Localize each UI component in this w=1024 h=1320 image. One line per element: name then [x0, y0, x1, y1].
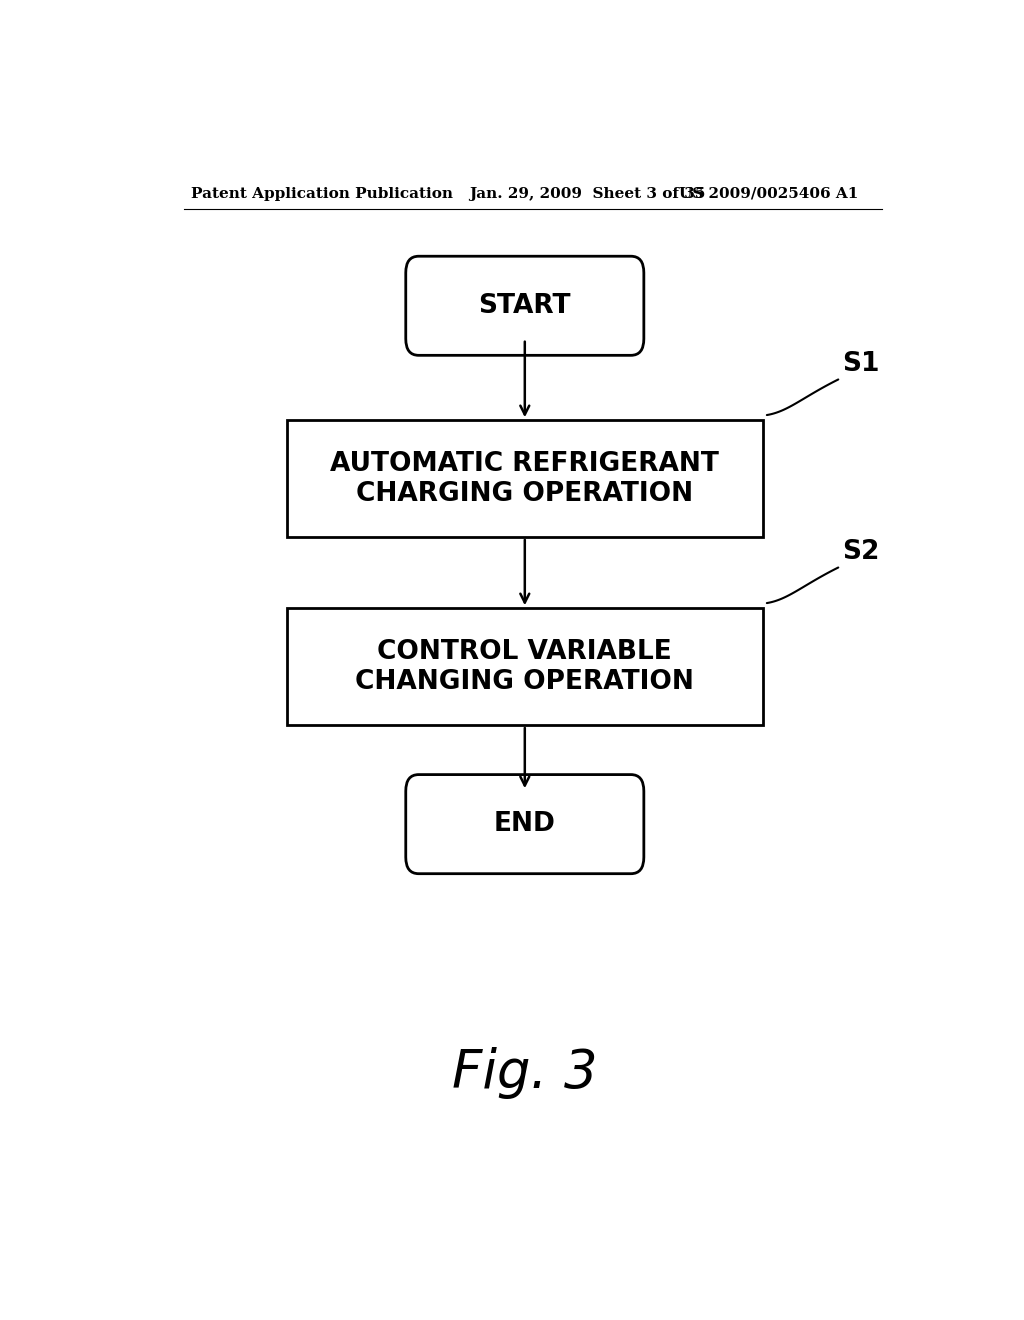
- Bar: [287, 420, 763, 537]
- Text: Jan. 29, 2009  Sheet 3 of 35: Jan. 29, 2009 Sheet 3 of 35: [469, 187, 706, 201]
- Text: END: END: [494, 812, 556, 837]
- Text: Patent Application Publication: Patent Application Publication: [191, 187, 454, 201]
- Text: AUTOMATIC REFRIGERANT
CHARGING OPERATION: AUTOMATIC REFRIGERANT CHARGING OPERATION: [331, 450, 719, 507]
- Text: S2: S2: [842, 540, 880, 565]
- FancyBboxPatch shape: [406, 256, 644, 355]
- Text: Fig. 3: Fig. 3: [452, 1047, 598, 1100]
- FancyBboxPatch shape: [406, 775, 644, 874]
- Text: S1: S1: [842, 351, 880, 378]
- Bar: [287, 609, 763, 725]
- Text: START: START: [478, 293, 571, 318]
- Text: US 2009/0025406 A1: US 2009/0025406 A1: [679, 187, 858, 201]
- Text: CONTROL VARIABLE
CHANGING OPERATION: CONTROL VARIABLE CHANGING OPERATION: [355, 639, 694, 694]
